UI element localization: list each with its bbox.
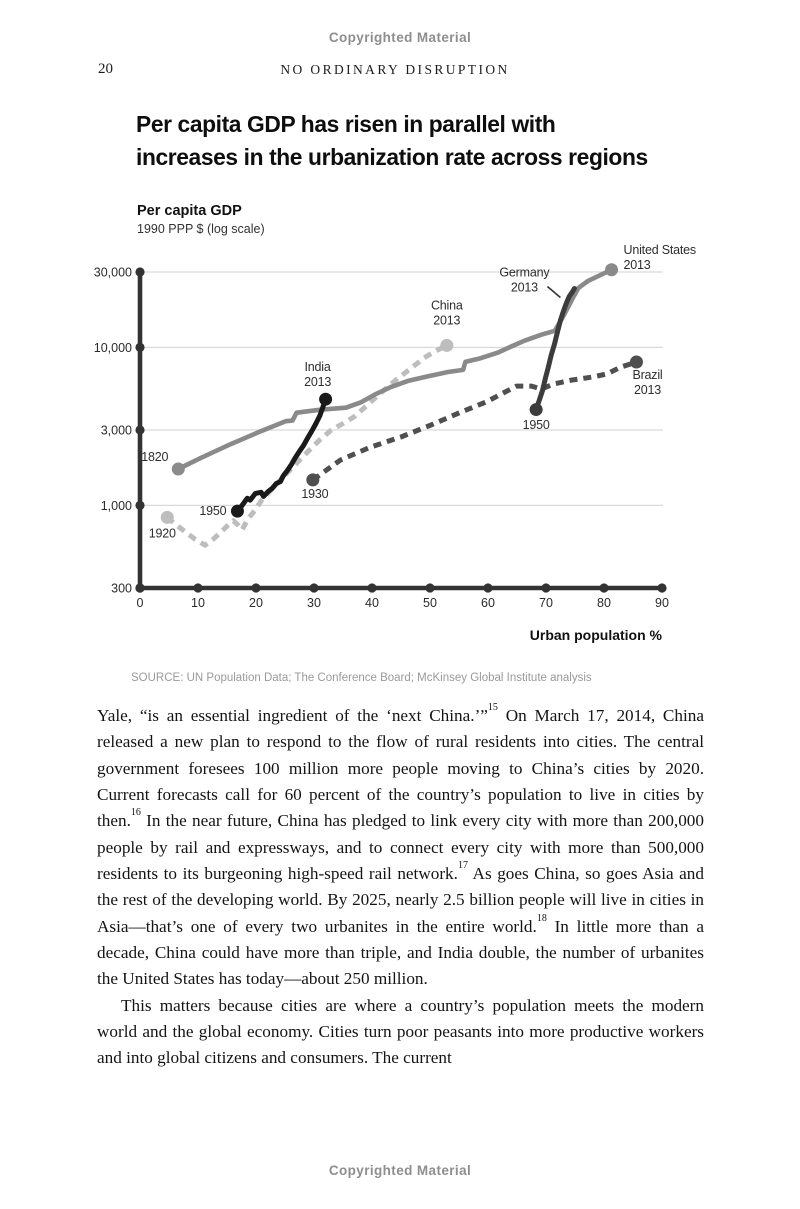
x-tick-label: 50 <box>423 596 437 610</box>
annotation-china-2013: China 2013 <box>431 298 463 327</box>
footnote-ref: 16 <box>130 807 141 819</box>
x-tick-dot <box>309 583 319 593</box>
y-tick-label: 300 <box>111 582 132 596</box>
annotation-india-1950: 1950 <box>199 504 226 518</box>
x-tick-dot <box>193 583 203 593</box>
y-tick-label: 30,000 <box>94 266 132 280</box>
annotation-us-1820: 1820 <box>141 450 168 464</box>
footnote-ref: 17 <box>457 859 468 871</box>
annotation-pointer-germany-2013 <box>546 285 561 299</box>
series-india-start-dot <box>230 504 244 518</box>
x-tick-label: 40 <box>365 596 379 610</box>
annotation-germany-2013: Germany 2013 <box>499 265 550 294</box>
x-tick-dot <box>541 583 551 593</box>
series-united-states-line <box>176 267 614 472</box>
x-axis-title: Urban population % <box>530 627 663 643</box>
x-tick-label: 80 <box>597 596 611 610</box>
x-tick-label: 20 <box>249 596 263 610</box>
exhibit-title-line: increases in the urbanization rate acros… <box>136 144 648 170</box>
series-china-end-dot <box>440 338 454 352</box>
annotation-china-1920: 1920 <box>149 526 176 540</box>
page-number: 20 <box>98 61 113 77</box>
exhibit-title: Per capita GDP has risen in parallel wit… <box>136 108 767 174</box>
x-tick-dot <box>251 583 261 593</box>
annotation-germany-1950: 1950 <box>523 418 550 432</box>
x-tick-label: 0 <box>137 596 144 610</box>
series-china-start-dot <box>160 510 174 524</box>
copyright-notice-bottom: Copyrighted Material <box>328 1163 472 1178</box>
x-tick-label: 10 <box>191 596 205 610</box>
series-brazil-line <box>311 359 638 482</box>
y-tick-dot <box>135 267 145 277</box>
x-tick-dot <box>483 583 493 593</box>
y-tick-label: 1,000 <box>101 499 132 513</box>
annotation-united-states-2013: United States 2013 <box>624 243 696 272</box>
annotation-brazil-2013: Brazil 2013 <box>632 368 662 397</box>
series-germany-line <box>533 286 577 413</box>
paragraph: This matters because cities are where a … <box>97 995 704 1068</box>
y-tick-dot <box>135 583 145 593</box>
series-united-states-start-dot <box>171 462 185 476</box>
series-india-end-dot <box>319 392 333 406</box>
series-germany-start-dot <box>529 403 543 417</box>
x-tick-label: 70 <box>539 596 553 610</box>
paragraph: Yale, “is an essential ingredient of the… <box>97 701 705 989</box>
series-united-states-end-dot <box>605 263 619 277</box>
body-text: Yale, “is an essential ingredient of the… <box>97 701 705 1072</box>
x-tick-dot <box>657 583 667 593</box>
y-axis-subtitle: 1990 PPP $ (log scale) <box>137 222 265 236</box>
y-tick-dot <box>135 425 145 435</box>
y-tick-dot <box>135 500 145 510</box>
x-tick-dot <box>599 583 609 593</box>
x-tick-dot <box>135 583 145 593</box>
series-brazil-end-dot <box>629 355 643 369</box>
footnote-ref: 15 <box>487 701 498 713</box>
series-india-line <box>234 396 329 514</box>
copyright-notice-top: Copyrighted Material <box>328 30 472 45</box>
x-tick-label: 60 <box>481 596 495 610</box>
series-china-line <box>165 343 448 548</box>
x-tick-dot <box>425 583 435 593</box>
footnote-ref: 18 <box>536 912 547 924</box>
x-tick-dot <box>367 583 377 593</box>
annotation-india-2013: India 2013 <box>304 360 331 389</box>
running-head: NO ORDINARY DISRUPTION <box>280 62 510 77</box>
exhibit-title-line: Per capita GDP has risen in parallel wit… <box>136 111 556 137</box>
y-tick-dot <box>135 342 145 352</box>
chart-source: SOURCE: UN Population Data; The Conferen… <box>131 672 592 684</box>
y-tick-label: 10,000 <box>94 341 132 355</box>
series-brazil-start-dot <box>306 473 320 487</box>
annotation-brazil-1930: 1930 <box>301 487 328 501</box>
y-axis-title: Per capita GDP <box>137 203 242 219</box>
x-tick-label: 30 <box>307 596 321 610</box>
x-tick-label: 90 <box>655 596 669 610</box>
y-tick-label: 3,000 <box>101 424 132 438</box>
